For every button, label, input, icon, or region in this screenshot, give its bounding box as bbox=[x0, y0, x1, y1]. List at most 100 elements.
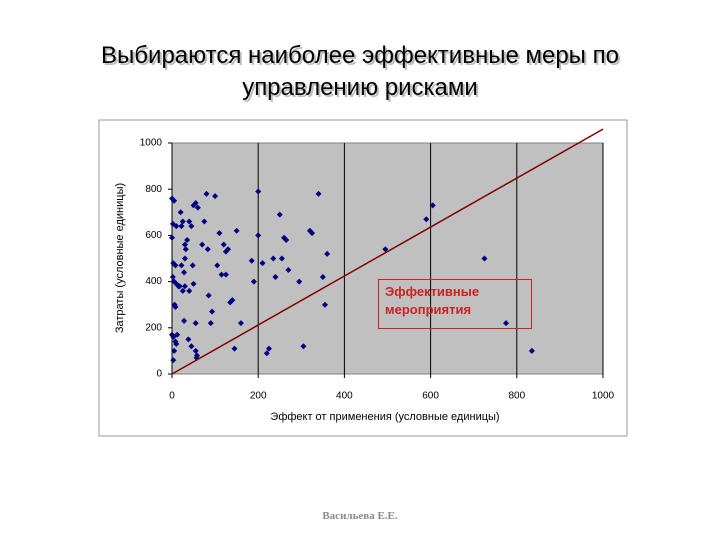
point bbox=[231, 345, 238, 352]
point bbox=[181, 317, 188, 324]
footer: Васильева Е.Е. bbox=[322, 510, 398, 522]
point bbox=[179, 287, 186, 294]
point bbox=[278, 255, 285, 262]
x-tick-label: 0 bbox=[169, 391, 175, 402]
point bbox=[181, 241, 188, 248]
point bbox=[184, 237, 191, 244]
point bbox=[193, 352, 200, 359]
point bbox=[270, 255, 277, 262]
y-tick-label: 800 bbox=[145, 184, 162, 195]
x-tick-label: 600 bbox=[422, 391, 439, 402]
x-axis-label: Эффект от применения (условные единицы) bbox=[270, 411, 499, 423]
point bbox=[263, 350, 270, 357]
point bbox=[285, 267, 292, 274]
y-tick-label: 600 bbox=[145, 230, 162, 241]
point bbox=[194, 204, 201, 211]
point bbox=[259, 260, 266, 267]
point bbox=[324, 250, 331, 257]
point bbox=[192, 200, 199, 207]
point bbox=[188, 343, 195, 350]
point bbox=[186, 218, 193, 225]
point bbox=[319, 273, 326, 280]
point bbox=[248, 257, 255, 264]
point bbox=[255, 232, 262, 239]
y-axis-label: Затраты (условные единицы) bbox=[114, 183, 126, 333]
point bbox=[190, 280, 197, 287]
point bbox=[171, 347, 178, 354]
x-tick-label: 400 bbox=[336, 391, 353, 402]
point bbox=[225, 246, 232, 253]
point bbox=[186, 287, 193, 294]
point bbox=[315, 190, 322, 197]
point bbox=[237, 320, 244, 327]
point bbox=[199, 241, 206, 248]
x-tick-label: 200 bbox=[250, 391, 267, 402]
point bbox=[185, 336, 192, 343]
point bbox=[218, 271, 225, 278]
point bbox=[174, 331, 181, 338]
slide-title: Выбираются наиболее эффективные меры по … bbox=[101, 42, 619, 101]
point bbox=[181, 269, 188, 276]
point bbox=[182, 246, 189, 253]
point bbox=[212, 193, 219, 200]
point bbox=[171, 197, 178, 204]
x-tick-label: 800 bbox=[508, 391, 525, 402]
point bbox=[233, 227, 240, 234]
point bbox=[204, 246, 211, 253]
point bbox=[209, 308, 216, 315]
plot-area bbox=[171, 142, 604, 375]
point bbox=[265, 345, 272, 352]
point bbox=[169, 234, 175, 241]
point bbox=[300, 343, 307, 350]
point bbox=[188, 223, 195, 230]
point bbox=[382, 246, 389, 253]
point bbox=[528, 347, 535, 354]
point bbox=[229, 297, 236, 304]
y-tick-label: 400 bbox=[145, 276, 162, 287]
point bbox=[207, 320, 214, 327]
point bbox=[178, 223, 185, 230]
point bbox=[169, 273, 176, 280]
point bbox=[283, 237, 290, 244]
point bbox=[276, 211, 283, 218]
point bbox=[192, 347, 199, 354]
point bbox=[189, 262, 196, 269]
point bbox=[203, 190, 210, 197]
point bbox=[309, 230, 316, 237]
annotation: Эффективные мероприятия bbox=[378, 279, 532, 329]
point bbox=[322, 301, 329, 308]
point bbox=[503, 320, 510, 327]
point bbox=[181, 255, 188, 262]
point bbox=[181, 283, 188, 290]
x-tick-label: 1000 bbox=[592, 391, 615, 402]
point bbox=[214, 262, 221, 269]
point bbox=[250, 278, 257, 285]
y-tick-label: 0 bbox=[156, 369, 162, 380]
point bbox=[296, 278, 303, 285]
point bbox=[173, 223, 180, 230]
point bbox=[222, 271, 229, 278]
y-tick-label: 1000 bbox=[140, 138, 163, 149]
point bbox=[170, 357, 177, 364]
point bbox=[423, 216, 430, 223]
point bbox=[481, 255, 488, 262]
point bbox=[192, 320, 199, 327]
point bbox=[177, 209, 184, 216]
point bbox=[272, 273, 279, 280]
point bbox=[205, 292, 212, 299]
point bbox=[178, 262, 185, 269]
point bbox=[172, 262, 179, 269]
point bbox=[255, 188, 262, 195]
point bbox=[179, 218, 186, 225]
y-tick-label: 200 bbox=[145, 322, 162, 333]
trend-line bbox=[171, 128, 604, 375]
point bbox=[170, 334, 177, 341]
point bbox=[220, 241, 227, 248]
point bbox=[173, 340, 180, 347]
point bbox=[216, 230, 223, 237]
point bbox=[171, 301, 178, 308]
point bbox=[429, 202, 436, 209]
point bbox=[176, 283, 183, 290]
